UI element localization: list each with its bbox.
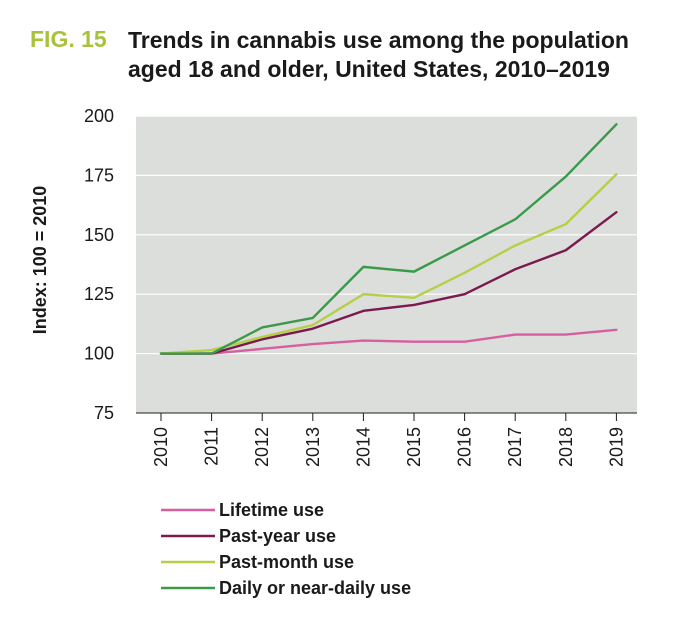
x-axis-ticks: 2010 2011 2012 2013 2014 2015 2016 2017 2018 2019 [136,412,637,467]
legend-label: Past-month use [219,552,354,572]
y-tick-label: 150 [84,225,114,245]
x-tick-label: 2011 [202,427,222,466]
legend-label: Lifetime use [219,500,324,520]
x-tick-label: 2017 [505,427,525,467]
x-tick-label: 2016 [455,427,475,467]
figure-title: Trends in cannabis use among the populat… [128,26,648,84]
figure-label: FIG. 15 [30,26,107,52]
series-line-2 [159,211,618,355]
y-tick-label: 175 [84,165,114,185]
x-tick-label: 2013 [303,427,323,467]
figure-title-line-2: aged 18 and older, United States, 2010–2… [128,56,610,82]
legend-label: Past-year use [219,526,336,546]
y-tick-label: 75 [94,403,114,423]
legend: Lifetime use Past-year use Past-month use D… [161,500,411,598]
x-tick-label: 2019 [606,427,626,467]
plot-background [136,116,637,413]
y-tick-label: 100 [84,344,114,364]
series-line-4 [159,123,618,355]
x-tick-label: 2018 [556,427,576,467]
series-line-3 [159,173,618,355]
legend-label: Daily or near-daily use [219,578,411,598]
x-tick-label: 2010 [151,427,171,467]
figure-title-line-1: Trends in cannabis use among the populat… [128,27,629,53]
y-tick-label: 200 [84,106,114,126]
x-tick-label: 2014 [353,427,373,467]
y-tick-label: 125 [84,284,114,304]
series-line-1 [159,328,618,355]
x-tick-label: 2012 [252,427,272,467]
series-lines [159,123,618,355]
x-tick-label: 2015 [404,427,424,467]
y-axis-label: Index: 100 = 2010 [30,186,50,335]
y-axis-ticks: 75 100 125 150 175 200 [84,106,114,423]
